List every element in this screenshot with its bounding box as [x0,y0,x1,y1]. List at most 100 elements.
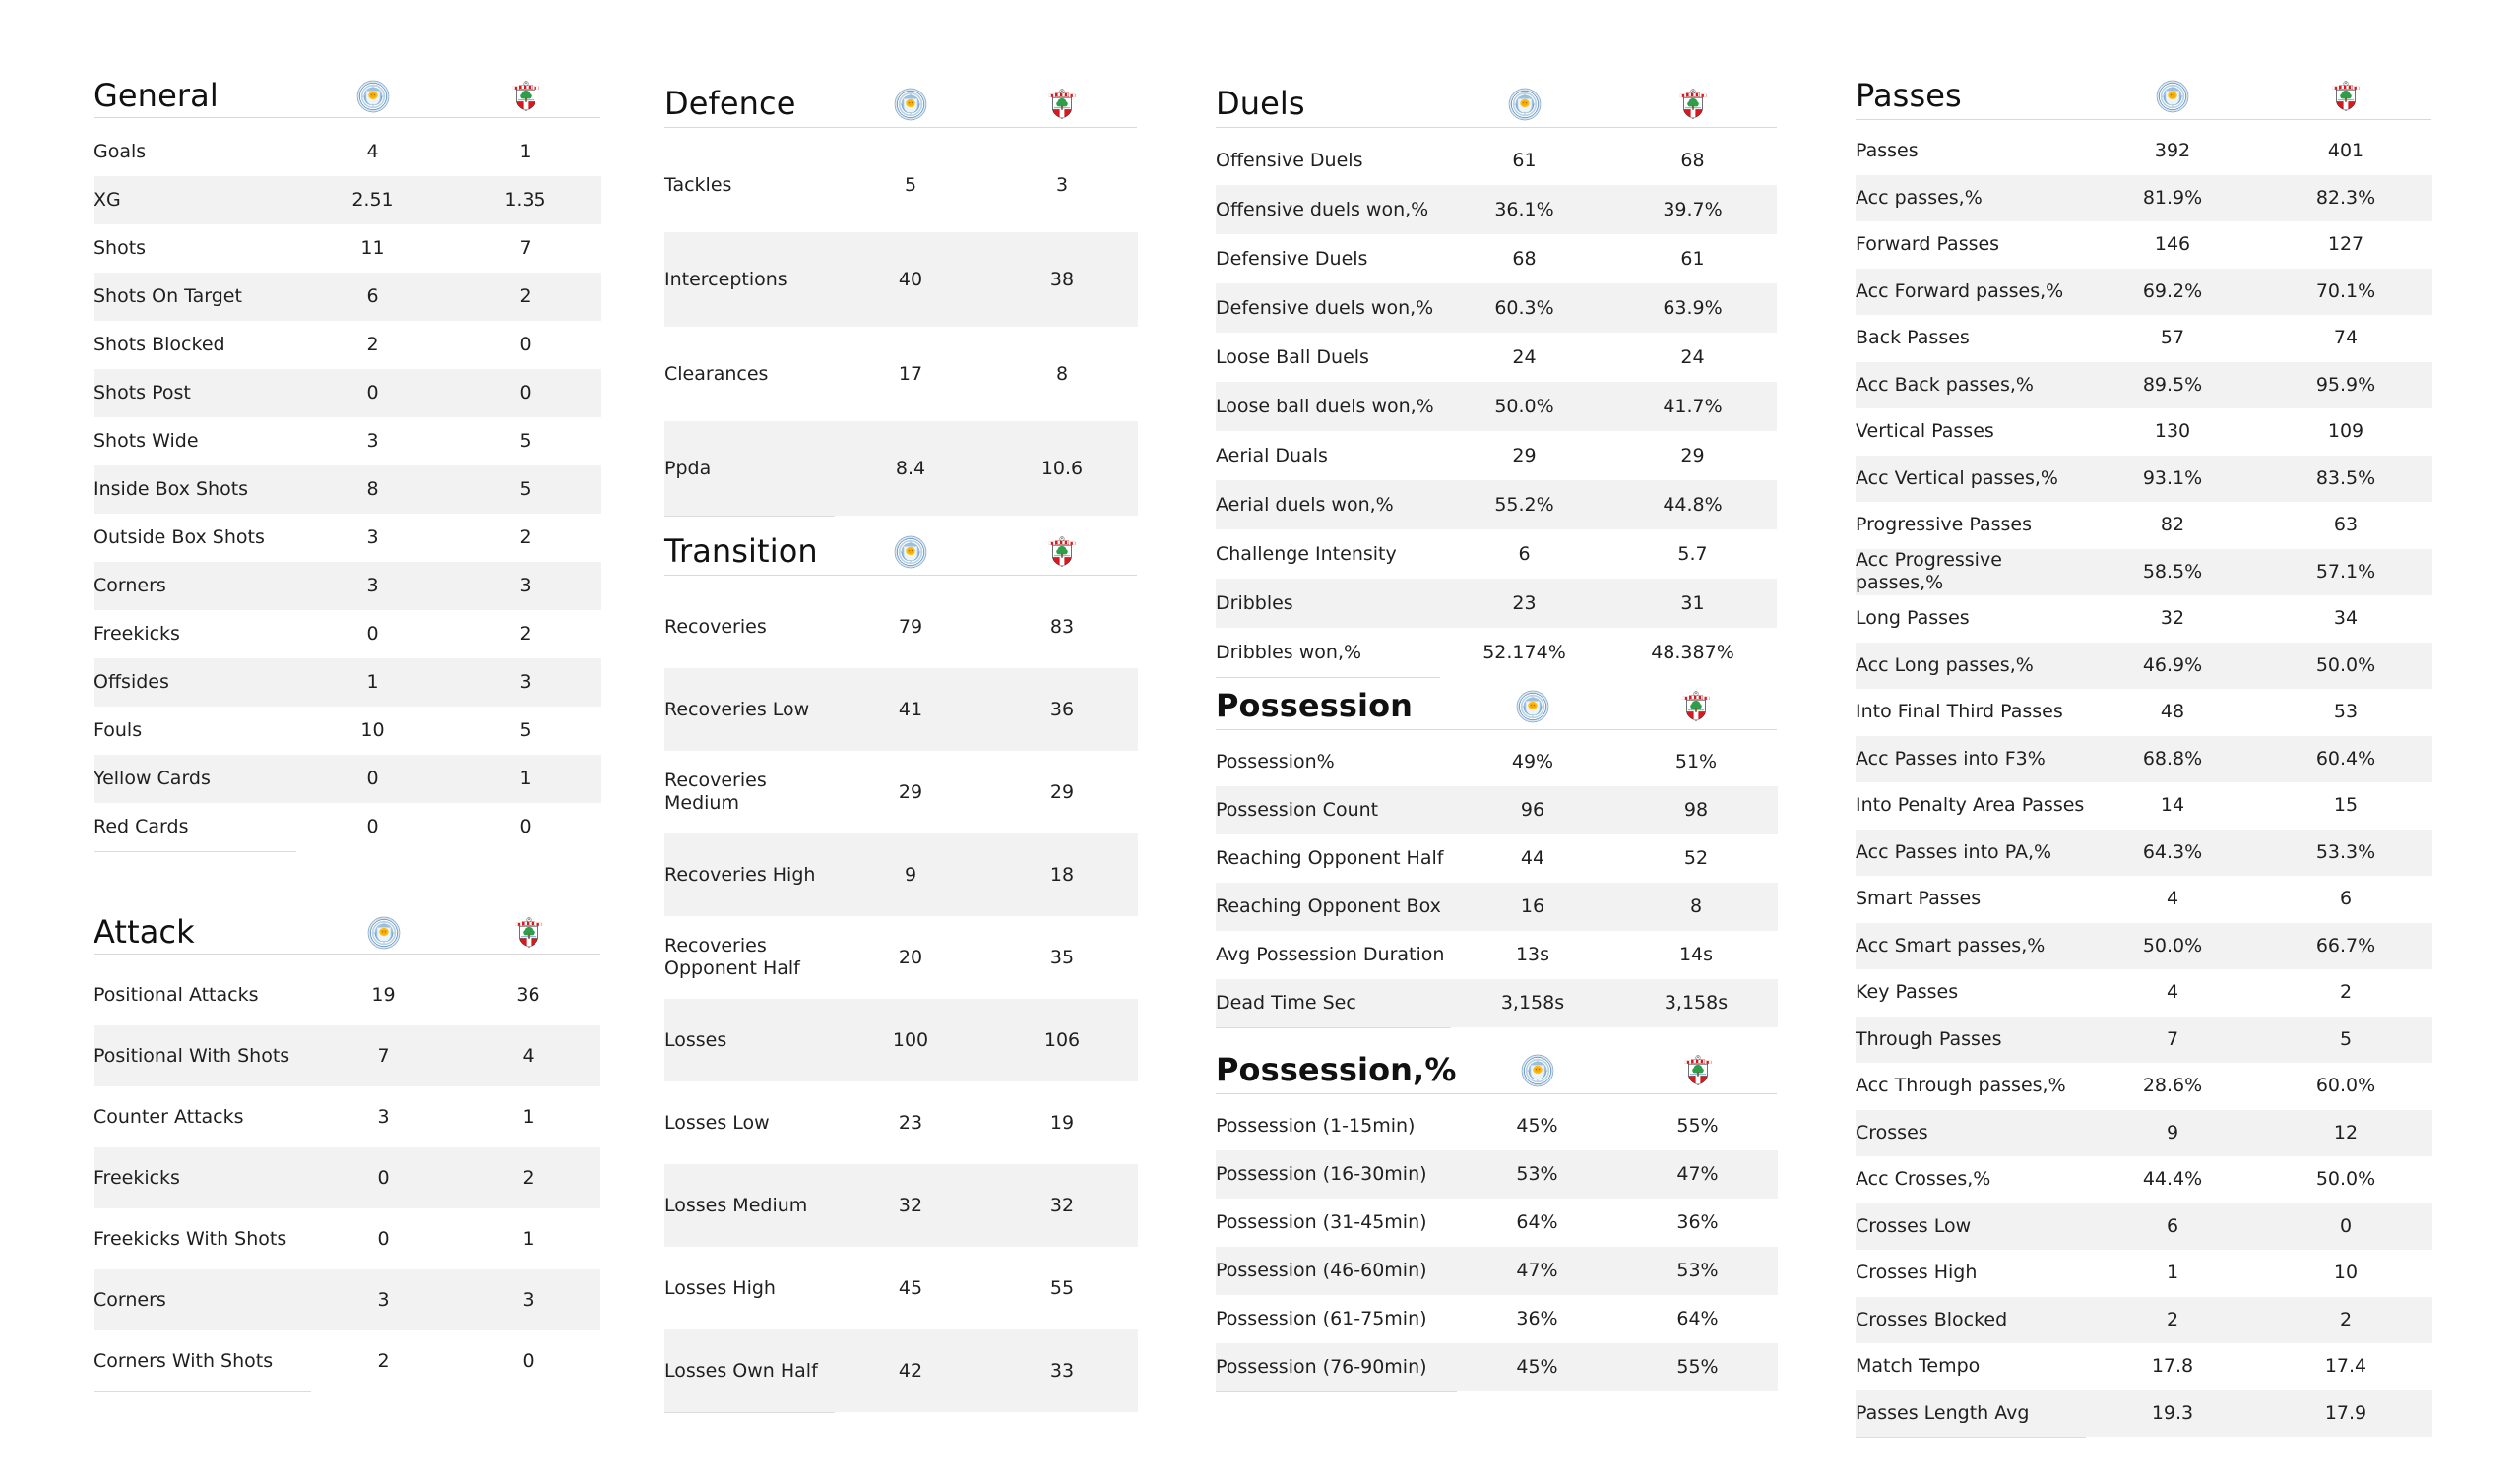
away-team-value: 53.3% [2315,840,2376,863]
stat-label: Acc Passes into PA,% [1856,840,2052,863]
spacer [664,128,1137,138]
home-team-crest-slot [835,88,986,121]
stat-label: Corners With Shots [94,1349,274,1372]
stat-label: Shots Wide [94,430,199,453]
stats-table-general: Goals 4 1 XG 2.51 1.35 Shots 11 7 Shots On Target… [94,128,601,852]
block-header-general: General [94,78,600,119]
away-team-value: 60.4% [2315,747,2376,770]
home-team-value: 23 [1512,591,1537,614]
away-team-value: 1.35 [504,189,546,212]
stat-label: Dead Time Sec [1216,992,1356,1015]
home-team-value: 5 [904,173,917,196]
leicester-city-crest [1516,690,1549,723]
spacer [1856,120,2431,128]
table-row: Tackles 5 3 [664,138,1138,233]
home-team-value: 2 [2166,1308,2179,1330]
away-team-value: 10 [2333,1262,2359,1284]
table-row: Acc Smart passes,% 50.0% 66.7% [1856,922,2432,970]
stat-label: Possession (1-15min) [1216,1115,1416,1138]
table-row: Acc Passes into F3% 68.8% 60.4% [1856,735,2432,783]
leicester-city-crest [367,916,400,950]
table-row: Smart Passes 4 6 [1856,876,2432,923]
away-team-value: 5 [519,719,532,742]
home-team-value: 50.0% [1494,395,1554,417]
table-row: Acc Long passes,% 46.9% 50.0% [1856,642,2432,690]
table-row: Losses Own Half 42 33 [664,1329,1138,1413]
table-row: Corners 3 3 [94,562,601,611]
home-team-value: 57 [2160,327,2185,349]
home-team-value: 0 [366,768,379,790]
spacer [1216,730,1777,738]
away-team-value: 0 [519,334,532,356]
away-team-value: 74 [2333,327,2359,349]
block-title-possession: Possession [1216,687,1414,724]
stat-label: Losses Own Half [664,1359,818,1382]
home-team-value: 0 [377,1166,390,1189]
away-team-value: 3 [519,575,532,597]
home-team-value: 8 [366,478,379,501]
table-row: Shots On Target 6 2 [94,273,601,322]
away-team-crest-slot [1617,1054,1778,1087]
away-team-value: 36 [1049,698,1075,720]
table-row: Loose ball duels won,% 50.0% 41.7% [1216,382,1777,432]
stat-label: Dribbles won,% [1216,641,1362,663]
southampton-crest [1682,691,1710,721]
table-row: Possession (46-60min) 47% 53% [1216,1247,1778,1296]
home-team-value: 130 [2154,420,2191,443]
stat-label: Crosses Blocked [1856,1308,2008,1330]
leicester-city-crest [894,535,927,569]
stat-label: Possession (16-30min) [1216,1163,1427,1186]
stat-label: Possession (31-45min) [1216,1211,1427,1234]
home-team-value: 61 [1512,149,1537,171]
stats-table-possession: Possession% 49% 51% Possession Count 96 98 Rea… [1216,738,1778,1028]
table-row: Counter Attacks 3 1 [94,1086,600,1148]
leicester-city-crest [1508,88,1541,121]
stat-label: Shots Blocked [94,334,225,356]
table-row: Acc Progressive passes,% 58.5% 57.1% [1856,548,2432,596]
home-team-value: 4 [2166,981,2179,1004]
home-team-value: 40 [898,268,923,290]
table-row: XG 2.51 1.35 [94,176,601,225]
away-team-value: 401 [2327,140,2364,162]
stat-label: Long Passes [1856,607,1970,630]
table-row: Possession (16-30min) 53% 47% [1216,1150,1778,1200]
table-row: Possession (76-90min) 45% 55% [1216,1343,1778,1392]
away-team-value: 1 [522,1227,535,1250]
home-team-value: 20 [898,946,923,968]
home-team-crest-slot [1457,1054,1617,1087]
stat-label: Acc Long passes,% [1856,653,2034,676]
away-team-value: 106 [1043,1028,1081,1051]
away-team-value: 127 [2327,233,2364,256]
away-team-value: 1 [519,141,532,163]
away-team-value: 6 [2339,888,2353,910]
home-team-value: 17 [898,362,923,385]
home-team-value: 3 [377,1288,390,1311]
table-row: Crosses High 1 10 [1856,1250,2432,1297]
away-team-crest-slot [2259,80,2432,113]
table-row: Acc Vertical passes,% 93.1% 83.5% [1856,455,2432,503]
stat-label: Possession (61-75min) [1216,1308,1427,1330]
leicester-city-crest [356,80,389,113]
stats-table-possession_pct: Possession (1-15min) 45% 55% Possession (16… [1216,1102,1778,1392]
home-team-value: 36.1% [1494,198,1554,220]
stat-label: Recoveries [664,615,767,638]
stat-label: Freekicks [94,623,180,646]
table-row: Losses Low 23 19 [664,1081,1138,1165]
away-team-value: 70.1% [2315,279,2376,302]
away-team-crest-slot [1608,88,1777,121]
stat-label: Acc Vertical passes,% [1856,466,2058,489]
table-row: Reaching Opponent Half 44 52 [1216,834,1778,884]
away-team-value: 60.0% [2315,1075,2376,1097]
stat-label: Forward Passes [1856,233,2000,256]
home-team-value: 0 [366,623,379,646]
stats-table-attack: Positional Attacks 19 36 Positional With Sh… [94,964,600,1392]
table-row: Outside Box Shots 3 2 [94,514,601,563]
home-team-value: 47% [1516,1260,1558,1282]
away-team-value: 2 [519,285,532,308]
stat-label: Ppda [664,457,712,479]
table-row: Goals 4 1 [94,128,601,177]
away-team-value: 48.387% [1651,641,1734,663]
stat-label: Offensive Duels [1216,149,1363,171]
home-team-value: 3,158s [1500,992,1565,1015]
home-team-value: 45 [898,1276,923,1299]
